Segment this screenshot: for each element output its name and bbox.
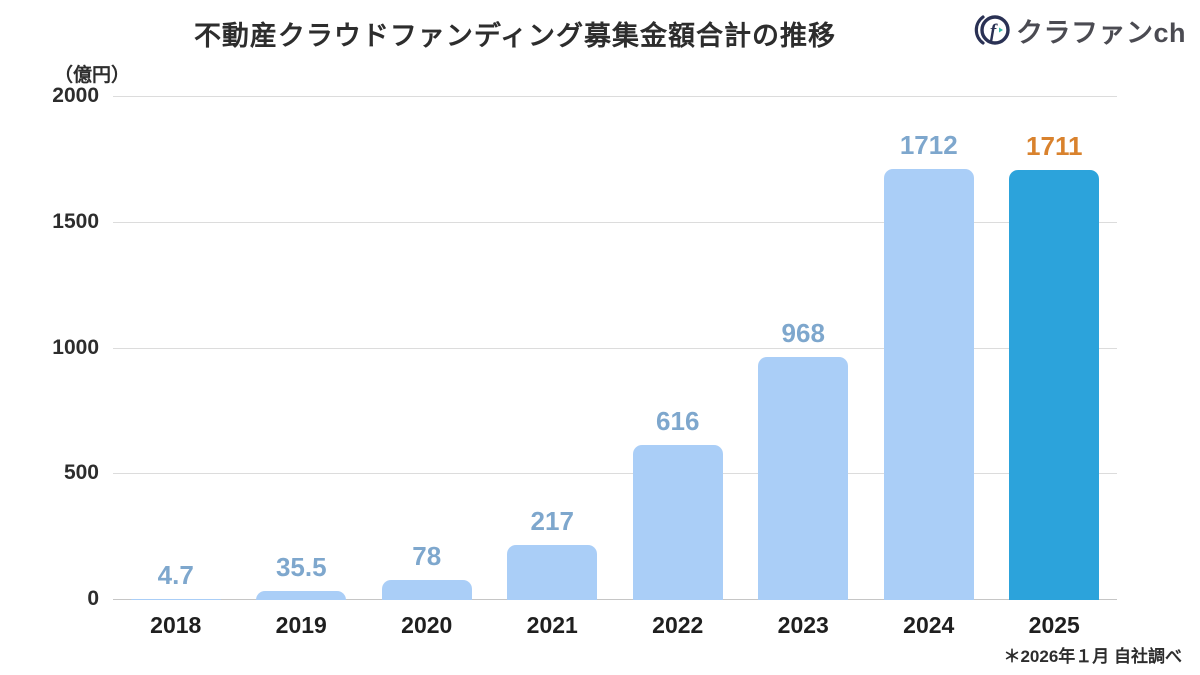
page-title: 不動産クラウドファンディング募集金額合計の推移 [193,21,837,51]
value-label-2025: 1711 [1026,130,1083,161]
gridline-1000: 1000 [52,336,1117,359]
value-label-2020: 78 [412,541,442,572]
brand-logo: f クラファンch [972,10,1186,50]
gridline-1500: 1500 [52,210,1117,233]
x-tick-label-2019: 2019 [275,612,327,638]
bar-column-2021: 217 2021 [490,97,616,638]
bar-2022 [632,445,723,600]
y-tick-label-0: 0 [87,587,99,610]
bar-column-2024: 1712 2024 [866,97,992,638]
bar-2018 [130,598,221,600]
brand-logo-text: クラファンch [1015,17,1186,48]
bar-2021 [507,545,598,600]
y-tick-label-1500: 1500 [52,209,99,233]
bar-column-2023: 968 2023 [741,97,867,638]
plot-area: 0 500 1000 1500 2000 4.7 2018 35.5 2019 78 2020 217… [52,84,1118,638]
x-tick-label-2022: 2022 [652,612,704,638]
gridline-0: 0 [87,587,1117,610]
gridline-500: 500 [64,461,1117,484]
value-label-2023: 968 [781,317,825,348]
value-label-2019: 35.5 [275,552,327,583]
value-label-2024: 1712 [899,130,958,161]
y-tick-label-500: 500 [63,461,99,485]
bar-2025 [1009,169,1100,600]
y-axis-unit-label: （億円） [54,65,131,86]
bar-column-2020: 78 2020 [364,97,490,638]
f-circle-logo-icon: f [974,15,1010,45]
x-tick-label-2020: 2020 [401,612,453,638]
bar-2024 [883,169,974,600]
value-label-2018: 4.7 [157,559,194,590]
gridline-2000: 2000 [52,84,1117,107]
bar-2019 [256,591,347,600]
y-tick-label-2000: 2000 [52,84,99,107]
bar-column-2018: 4.7 2018 [113,97,239,638]
bar-2023 [758,356,849,600]
y-tick-label-1000: 1000 [52,335,99,359]
bar-2020 [381,580,472,600]
x-tick-label-2018: 2018 [150,612,202,638]
value-label-2022: 616 [656,406,700,437]
x-tick-label-2024: 2024 [903,612,955,638]
svg-text:f: f [990,21,998,42]
bar-columns: 4.7 2018 35.5 2019 78 2020 217 2021 616 2022 968 20… [113,97,1118,638]
x-tick-label-2025: 2025 [1028,612,1080,638]
bar-column-2019: 35.5 2019 [239,97,365,638]
bar-column-2025: 1711 2025 [992,97,1118,638]
footnote: ＊2026年１月 自社調べ [1003,647,1182,666]
bar-column-2022: 616 2022 [615,97,741,638]
value-label-2021: 217 [530,506,574,537]
x-tick-label-2021: 2021 [526,612,578,638]
x-tick-label-2023: 2023 [777,612,829,638]
